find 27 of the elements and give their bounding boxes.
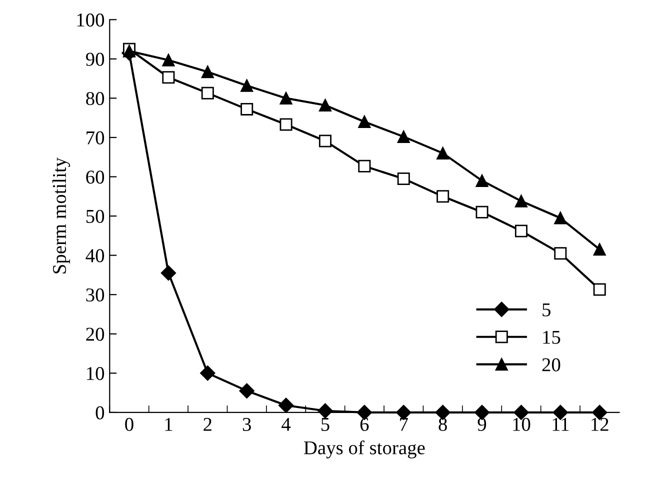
legend-label: 15 (543, 330, 560, 344)
legend-label: 20 (542, 358, 560, 372)
y-tick-label: 90 (86, 52, 104, 66)
x-tick-label: 11 (552, 418, 569, 431)
x-tick-label: 4 (282, 418, 291, 431)
x-tick-label: 3 (242, 418, 251, 431)
y-tick-label: 10 (87, 366, 104, 380)
y-tick-label: 40 (86, 249, 104, 262)
legend-label: 5 (542, 303, 550, 316)
y-tick-label: 100 (77, 13, 104, 27)
y-tick-label: 0 (96, 406, 104, 420)
x-tick-label: 2 (204, 418, 212, 431)
y-tick-label: 20 (86, 328, 104, 341)
x-tick-label: 10 (513, 418, 530, 431)
x-tick-label: 5 (322, 418, 330, 431)
x-tick-label: 0 (125, 418, 134, 431)
y-axis-title: Sperm motility (52, 158, 70, 274)
x-tick-label: 9 (478, 418, 486, 431)
y-tick-label: 30 (86, 288, 104, 302)
y-tick-label: 70 (86, 131, 104, 144)
x-tick-label: 8 (438, 418, 447, 431)
y-tick-label: 80 (86, 92, 104, 106)
y-tick-label: 50 (86, 210, 104, 223)
x-tick-label: 12 (592, 418, 608, 431)
x-tick-label: 1 (165, 418, 172, 431)
y-tick-label: 60 (86, 170, 104, 184)
x-axis-title: Days of storage (304, 440, 425, 458)
